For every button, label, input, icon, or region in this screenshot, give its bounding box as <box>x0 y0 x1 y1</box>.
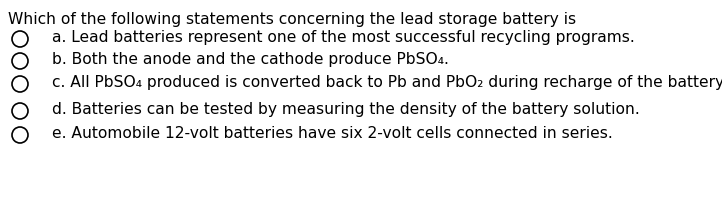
Text: Which of the following statements concerning the lead storage battery is: Which of the following statements concer… <box>8 12 581 27</box>
Text: a. Lead batteries represent one of the most successful recycling programs.: a. Lead batteries represent one of the m… <box>52 30 635 45</box>
Text: c. All PbSO₄ produced is converted back to Pb and PbO₂ during recharge of the ba: c. All PbSO₄ produced is converted back … <box>52 75 722 90</box>
Text: b. Both the anode and the cathode produce PbSO₄.: b. Both the anode and the cathode produc… <box>52 52 449 67</box>
Text: d. Batteries can be tested by measuring the density of the battery solution.: d. Batteries can be tested by measuring … <box>52 102 640 117</box>
Text: e. Automobile 12-volt batteries have six 2-volt cells connected in series.: e. Automobile 12-volt batteries have six… <box>52 126 613 141</box>
